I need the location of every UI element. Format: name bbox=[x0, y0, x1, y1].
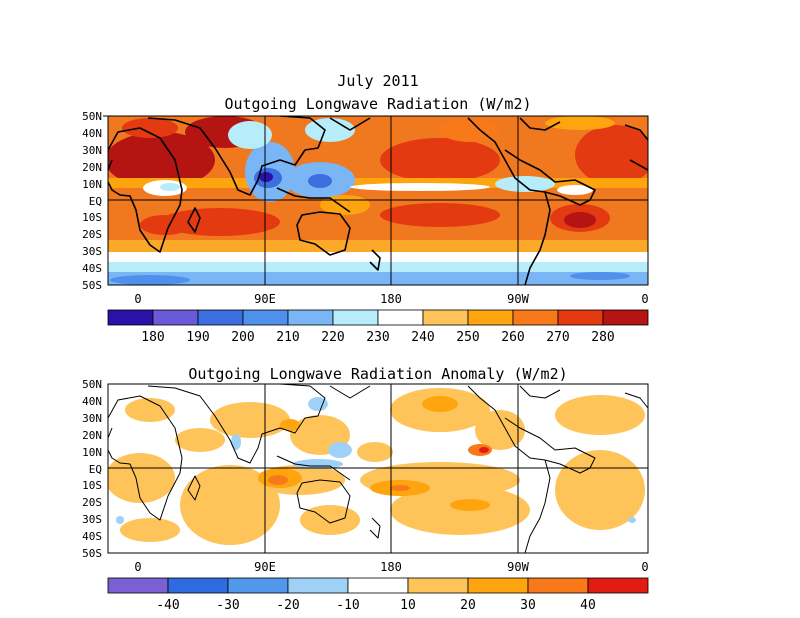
colorbar-label: 240 bbox=[411, 330, 434, 345]
colorbar-label: 280 bbox=[591, 330, 614, 345]
lon-label: 180 bbox=[380, 560, 402, 574]
colorbar-label: 200 bbox=[231, 330, 254, 345]
colorbar-swatch bbox=[227, 577, 289, 594]
lat-label: 40N bbox=[82, 127, 102, 140]
lon-label: 0 bbox=[641, 292, 648, 306]
lat-label: 40S bbox=[82, 262, 102, 275]
colorbar-swatch bbox=[107, 309, 154, 326]
colorbar-label: 270 bbox=[546, 330, 569, 345]
colorbar-swatch bbox=[467, 309, 514, 326]
colorbar-label: 40 bbox=[580, 598, 596, 613]
colorbar-label: 10 bbox=[400, 598, 416, 613]
olr-map-frame bbox=[107, 115, 649, 286]
colorbar-swatch bbox=[557, 309, 604, 326]
lat-label: EQ bbox=[89, 195, 102, 208]
colorbar-swatch bbox=[587, 577, 649, 594]
olr-lat-axis: 50N 40N 30N 20N 10N EQ 10S 20S 30S 40S 5… bbox=[82, 110, 108, 292]
anomaly-colorbar: -40 -30 -20 -10 10 20 30 40 bbox=[107, 577, 649, 613]
lon-label: 90E bbox=[254, 292, 276, 306]
anomaly-map-coastlines bbox=[108, 384, 648, 553]
olr-colorbar: 180 190 200 210 220 230 240 250 260 270 280 bbox=[107, 309, 649, 345]
olr-map bbox=[107, 115, 649, 286]
colorbar-swatch bbox=[107, 577, 169, 594]
colorbar-label: 20 bbox=[460, 598, 476, 613]
colorbar-swatch bbox=[287, 577, 349, 594]
lat-label: 50N bbox=[82, 110, 102, 123]
colorbar-swatch bbox=[332, 309, 379, 326]
colorbar-swatch bbox=[197, 309, 244, 326]
lat-label: 50S bbox=[82, 279, 102, 292]
lat-label: 40N bbox=[82, 395, 102, 408]
colorbar-label: 250 bbox=[456, 330, 479, 345]
colorbar-label: 230 bbox=[366, 330, 389, 345]
lat-label: EQ bbox=[89, 463, 102, 476]
colorbar-label: 260 bbox=[501, 330, 524, 345]
lat-label: 20S bbox=[82, 496, 102, 509]
lon-label: 90W bbox=[507, 560, 529, 574]
lon-label: 0 bbox=[134, 560, 141, 574]
colorbar-swatch bbox=[167, 577, 229, 594]
anomaly-map-title: Outgoing Longwave Radiation Anomaly (W/m… bbox=[188, 365, 567, 383]
colorbar-label: 180 bbox=[141, 330, 164, 345]
lat-label: 30N bbox=[82, 144, 102, 157]
colorbar-label: -40 bbox=[156, 598, 179, 613]
colorbar-swatch bbox=[422, 309, 469, 326]
lat-label: 30N bbox=[82, 412, 102, 425]
date-title: July 2011 bbox=[337, 72, 418, 90]
colorbar-swatch bbox=[242, 309, 289, 326]
lat-label: 40S bbox=[82, 530, 102, 543]
lat-label: 20N bbox=[82, 429, 102, 442]
anomaly-map bbox=[107, 383, 649, 554]
lon-label: 90W bbox=[507, 292, 529, 306]
anomaly-lat-axis: 50N 40N 30N 20N 10N EQ 10S 20S 30S 40S 5… bbox=[82, 378, 102, 560]
lat-label: 10N bbox=[82, 178, 102, 191]
colorbar-label: 220 bbox=[321, 330, 344, 345]
colorbar-swatch bbox=[602, 309, 649, 326]
colorbar-swatch bbox=[347, 577, 409, 594]
colorbar-label: -10 bbox=[336, 598, 359, 613]
anomaly-lon-axis: 0 90E 180 90W 0 bbox=[134, 560, 648, 574]
colorbar-swatch bbox=[377, 309, 424, 326]
colorbar-swatch bbox=[527, 577, 589, 594]
lat-label: 50N bbox=[82, 378, 102, 391]
olr-map-title: Outgoing Longwave Radiation (W/m2) bbox=[224, 95, 531, 113]
colorbar-label: 190 bbox=[186, 330, 209, 345]
olr-map-gridlines bbox=[108, 116, 648, 285]
lat-label: 30S bbox=[82, 513, 102, 526]
lat-label: 20N bbox=[82, 161, 102, 174]
lat-label: 10S bbox=[82, 211, 102, 224]
colorbar-label: 210 bbox=[276, 330, 299, 345]
anomaly-map-gridlines bbox=[108, 384, 648, 553]
lat-label: 20S bbox=[82, 228, 102, 241]
lon-label: 0 bbox=[134, 292, 141, 306]
olr-map-coastlines bbox=[108, 116, 648, 285]
lat-label: 10S bbox=[82, 479, 102, 492]
lon-label: 0 bbox=[641, 560, 648, 574]
colorbar-swatch bbox=[152, 309, 199, 326]
lat-label: 30S bbox=[82, 245, 102, 258]
colorbar-swatch bbox=[467, 577, 529, 594]
olr-lon-axis: 0 90E 180 90W 0 bbox=[134, 292, 648, 306]
colorbar-swatch bbox=[287, 309, 334, 326]
colorbar-swatch bbox=[407, 577, 469, 594]
colorbar-label: -30 bbox=[216, 598, 239, 613]
anomaly-map-frame bbox=[107, 383, 649, 554]
colorbar-label: 30 bbox=[520, 598, 536, 613]
colorbar-label: -20 bbox=[276, 598, 299, 613]
lon-label: 90E bbox=[254, 560, 276, 574]
lat-label: 10N bbox=[82, 446, 102, 459]
colorbar-swatch bbox=[512, 309, 559, 326]
lat-label: 50S bbox=[82, 547, 102, 560]
lon-label: 180 bbox=[380, 292, 402, 306]
